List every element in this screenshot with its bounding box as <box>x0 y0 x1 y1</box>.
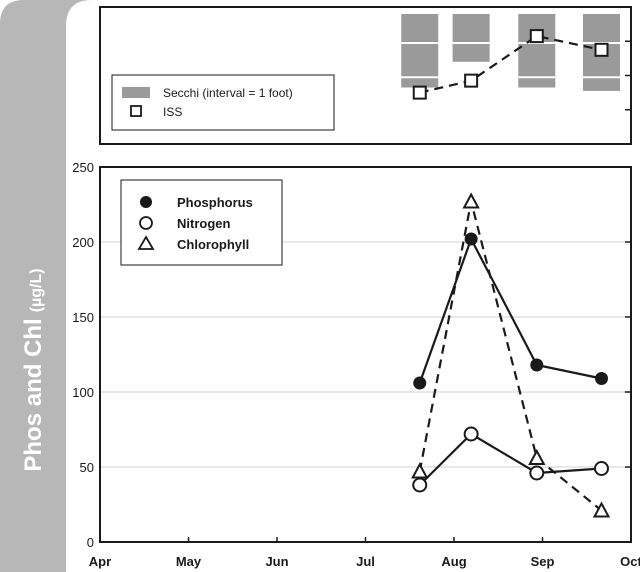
legend-phosphorus-marker <box>140 196 152 208</box>
series-line-phosphorus <box>418 236 602 384</box>
x-tick-label: Jul <box>356 554 375 569</box>
y-axis-sidebar-strip <box>0 30 66 572</box>
data-point-chlorophyll <box>528 448 546 465</box>
y-tick-label: 100 <box>72 385 94 400</box>
x-ticks: Apr May Jun Jul Aug Sep Oct <box>89 537 640 569</box>
data-point-nitrogen <box>594 461 609 476</box>
iss-point <box>464 73 479 88</box>
data-point-phosphorus <box>595 372 608 385</box>
y-tick-label: 200 <box>72 235 94 250</box>
y-tick-label: 150 <box>72 310 94 325</box>
legend-chlorophyll-marker <box>137 235 155 250</box>
y-axis-label-main: Phos and Chl <box>20 318 47 471</box>
y-tick-label: 250 <box>72 160 94 175</box>
secchi-bar <box>401 14 439 88</box>
legend-phosphorus-label: Phosphorus <box>177 195 253 210</box>
y-axis-label-unit: (µg/L) <box>28 268 45 312</box>
secchi-bar <box>518 14 556 88</box>
data-point-chlorophyll <box>462 192 480 209</box>
secchi-bars <box>401 14 620 91</box>
data-point-phosphorus <box>413 376 427 390</box>
iss-point <box>412 85 427 100</box>
x-tick-label: Jun <box>265 554 288 569</box>
series-line-chlorophyll <box>418 201 603 512</box>
iss-series <box>412 29 609 100</box>
y-tick-label: 50 <box>80 460 94 475</box>
svg-text:Phos and Chl(µg/L): Phos and Chl (µg/L) <box>20 268 47 471</box>
top-legend-box <box>111 74 335 131</box>
bottom-series <box>411 192 611 518</box>
x-tick-label: Apr <box>89 554 111 569</box>
y-axis-label: Phos and Chl (µg/L) <box>20 268 47 471</box>
y-ticks: 0 50 100 150 200 250 <box>72 160 631 550</box>
legend-nitrogen-label: Nitrogen <box>177 216 231 231</box>
legend-iss-label: ISS <box>163 105 182 119</box>
x-tick-label: Oct <box>620 554 640 569</box>
data-point-chlorophyll <box>411 462 429 479</box>
bottom-panel: 0 50 100 150 200 250 Apr May Jun Jul Aug Sep Oct Ph… <box>72 160 640 569</box>
iss-point <box>594 42 609 57</box>
x-tick-label: Aug <box>441 554 466 569</box>
data-point-phosphorus <box>530 358 544 372</box>
bottom-legend: Phosphorus Nitrogen Chlorophyll <box>120 179 283 266</box>
top-panel: Secchi (interval = 1 foot) ISS <box>99 6 632 145</box>
data-point-chlorophyll <box>592 501 611 518</box>
secchi-bar <box>452 14 490 62</box>
top-panel-ticks <box>625 40 631 111</box>
series-line-nitrogen <box>418 432 602 486</box>
iss-line <box>419 34 602 94</box>
data-point-phosphorus <box>464 232 478 246</box>
y-tick-label: 0 <box>87 535 94 550</box>
data-point-nitrogen <box>412 477 428 493</box>
data-point-nitrogen <box>529 465 545 481</box>
legend-nitrogen-marker <box>139 216 153 230</box>
data-point-nitrogen <box>463 426 479 442</box>
legend-iss-marker <box>130 105 142 117</box>
gridlines <box>100 241 631 468</box>
x-tick-label: Sep <box>531 554 555 569</box>
x-tick-label: May <box>176 554 202 569</box>
legend-secchi-swatch <box>122 87 150 98</box>
top-legend: Secchi (interval = 1 foot) ISS <box>111 74 335 131</box>
legend-secchi-label: Secchi (interval = 1 foot) <box>163 86 293 100</box>
iss-point <box>529 29 544 44</box>
legend-chlorophyll-label: Chlorophyll <box>177 237 249 252</box>
